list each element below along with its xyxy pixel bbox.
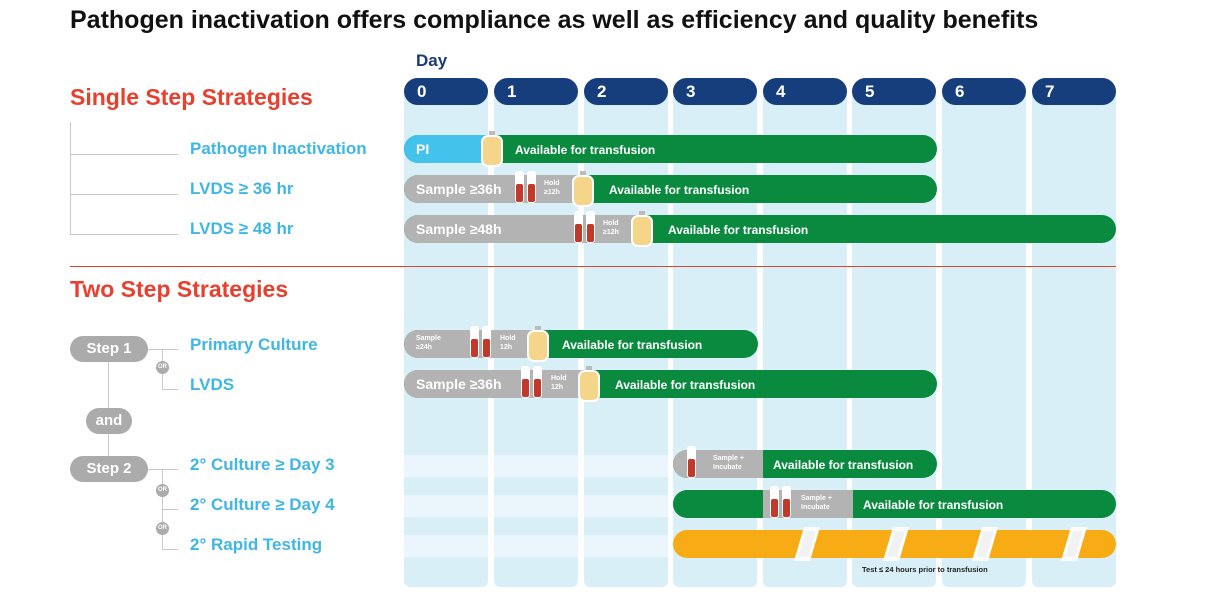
sample-segment (404, 370, 588, 398)
sample-label: Sample (416, 335, 441, 342)
sample-duration: ≥24h (416, 344, 432, 351)
hold-label: Hold (500, 335, 516, 342)
step1-pill: Step 1 (70, 336, 148, 362)
sample-tubes-icon (770, 486, 791, 518)
day-header-4: 4 (763, 78, 847, 105)
incubate-label-2: Incubate (713, 464, 742, 471)
row-label-culture-day3: 2° Culture ≥ Day 3 (190, 455, 335, 474)
tree-line (148, 349, 178, 350)
hold-duration: 12h (500, 344, 513, 351)
row-label-rapid-testing: 2° Rapid Testing (190, 535, 323, 554)
section-divider (70, 266, 1116, 267)
sample-label: Sample ≥36h (416, 376, 502, 392)
tree-line (70, 234, 178, 235)
day-axis-label: Day (416, 51, 448, 70)
sample-tubes-icon (574, 211, 595, 243)
row-label-primary-culture: Primary Culture (190, 335, 318, 354)
tree-line (162, 549, 178, 550)
row-label-lvds-48: LVDS ≥ 48 hr (190, 219, 294, 238)
sample-label: Sample ≥36h (416, 181, 502, 197)
available-label: Available for transfusion (562, 338, 703, 352)
sample-segment (404, 215, 644, 243)
tree-line (70, 194, 178, 195)
available-bar (673, 490, 1116, 518)
incubate-label: Sample + (713, 455, 744, 462)
available-label: Available for transfusion (668, 223, 809, 237)
platelet-bag-icon (481, 131, 503, 167)
sample-tubes-icon (470, 326, 491, 358)
row-label-lvds-36: LVDS ≥ 36 hr (190, 179, 294, 198)
hold-duration: ≥12h (603, 229, 619, 236)
tree-line (162, 389, 178, 390)
day-header-7: 7 (1032, 78, 1116, 105)
test-strip-icon (794, 527, 820, 561)
platelet-bag-icon (572, 171, 594, 207)
hold-duration: ≥12h (544, 189, 560, 196)
available-label: Available for transfusion (615, 378, 756, 392)
or-badge: OR (156, 484, 169, 497)
day-header-3: 3 (673, 78, 757, 105)
empty-strip (404, 495, 668, 517)
pi-segment (404, 135, 496, 163)
rapid-testing-note: Test ≤ 24 hours prior to transfusion (862, 565, 988, 574)
platelet-bag-icon (631, 211, 653, 247)
day-header-5: 5 (852, 78, 936, 105)
test-strip-icon (1061, 527, 1087, 561)
and-pill: and (86, 408, 132, 434)
sample-label: Sample ≥48h (416, 221, 502, 237)
tree-line (162, 509, 178, 510)
incubate-label: Sample + (801, 495, 832, 502)
platelet-bag-icon (578, 366, 600, 402)
hold-label: Hold (603, 220, 619, 227)
pi-label: PI (416, 141, 430, 157)
hold-label: Hold (544, 180, 560, 187)
step2-pill: Step 2 (70, 456, 148, 482)
row-label-culture-day4: 2° Culture ≥ Day 4 (190, 495, 335, 514)
sample-tubes-icon (521, 366, 542, 398)
empty-strip (404, 535, 668, 557)
hold-label: Hold (551, 375, 567, 382)
tree-line (70, 154, 178, 155)
or-badge: OR (156, 361, 169, 374)
day-header-1: 1 (494, 78, 578, 105)
sample-tube-icon (687, 446, 696, 478)
day-header-0: 0 (404, 78, 488, 105)
test-strip-icon (883, 527, 909, 561)
incubate-label-2: Incubate (801, 504, 830, 511)
tree-line (70, 122, 71, 234)
empty-strip (404, 455, 668, 477)
hold-duration: 12h (551, 384, 564, 391)
day-header-6: 6 (942, 78, 1026, 105)
platelet-bag-icon (527, 326, 549, 362)
row-label-pathogen-inactivation: Pathogen Inactivation (190, 139, 367, 158)
available-label: Available for transfusion (609, 183, 750, 197)
section-two-step: Two Step Strategies (70, 276, 289, 302)
page-title: Pathogen inactivation offers compliance … (70, 6, 1039, 34)
day-header-2: 2 (584, 78, 668, 105)
sample-segment (404, 175, 586, 203)
tree-line (148, 469, 178, 470)
available-label: Available for transfusion (515, 143, 656, 157)
available-label: Available for transfusion (863, 498, 1004, 512)
available-label: Available for transfusion (773, 458, 914, 472)
row-label-lvds: LVDS (190, 375, 235, 394)
or-badge: OR (156, 522, 169, 535)
test-strip-icon (972, 527, 998, 561)
section-single-step: Single Step Strategies (70, 84, 313, 110)
sample-tubes-icon (515, 171, 536, 203)
